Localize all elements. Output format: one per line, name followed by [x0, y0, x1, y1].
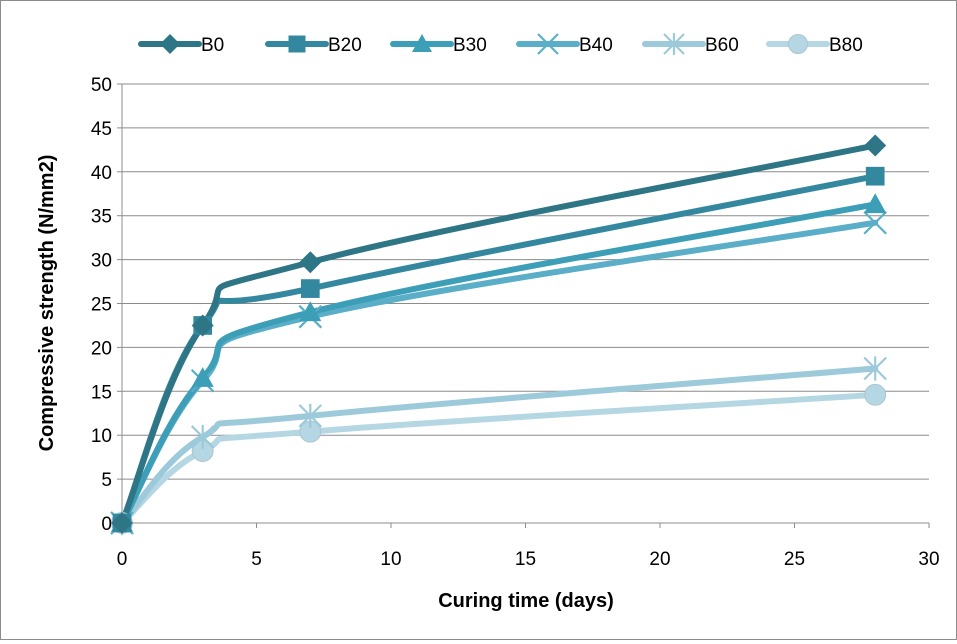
data-point-B30-3 — [191, 367, 214, 387]
x-tick-label-0: 0 — [117, 549, 128, 570]
legend-marker-B80 — [788, 34, 808, 54]
data-point-B40-28 — [863, 210, 887, 235]
legend-marker-B60 — [663, 33, 685, 55]
x-tick-label-10: 10 — [380, 549, 401, 570]
legend-marker-B20 — [288, 35, 306, 53]
data-point-B60-3 — [190, 424, 215, 450]
data-point-B60-28 — [863, 356, 887, 381]
x-tick-label-20: 20 — [649, 549, 670, 570]
series-line-B30 — [119, 201, 879, 526]
series-markers — [110, 134, 887, 536]
series-line-B60 — [119, 365, 879, 526]
y-axis-title: Compressive strength (N/mm2) — [36, 155, 58, 452]
legend-label-B0: B0 — [201, 35, 224, 56]
x-tick-labels: 0 5 10 15 20 25 30 — [117, 549, 940, 570]
series-line-B80 — [119, 391, 879, 526]
y-tick-label-0: 0 — [101, 514, 112, 535]
y-tick-label-45: 45 — [91, 119, 112, 140]
x-tick-label-30: 30 — [918, 549, 939, 570]
y-tick-label-30: 30 — [91, 251, 112, 272]
legend-label-B30: B30 — [453, 35, 487, 56]
legend-marker-B0 — [160, 34, 180, 54]
legend-label-B40: B40 — [579, 35, 613, 56]
series-line-B0 — [119, 142, 879, 526]
data-point-B0-7 — [299, 251, 322, 274]
y-tick-label-25: 25 — [91, 295, 112, 316]
legend-item-B60: B60 — [642, 33, 739, 56]
legend-label-B20: B20 — [328, 35, 362, 56]
series-line-B20 — [119, 173, 879, 526]
legend-marker-B40 — [537, 33, 559, 55]
x-tick-label-5: 5 — [251, 549, 262, 570]
y-tick-label-20: 20 — [91, 338, 112, 359]
data-point-B60-7 — [298, 403, 323, 428]
legend-item-B20: B20 — [265, 35, 362, 56]
data-point-B30-28 — [864, 193, 887, 214]
legend-item-B40: B40 — [516, 33, 613, 56]
x-axis-title: Curing time (days) — [438, 590, 614, 612]
x-tick-label-15: 15 — [515, 549, 536, 570]
legend-label-B80: B80 — [829, 35, 863, 56]
x-tick-label-25: 25 — [784, 549, 805, 570]
series-lines — [119, 142, 879, 526]
y-tick-label-15: 15 — [91, 382, 112, 403]
legend-item-B30: B30 — [390, 34, 487, 56]
axes — [121, 84, 930, 528]
data-point-B0-0 — [111, 512, 133, 534]
legend-label-B60: B60 — [705, 35, 739, 56]
legend-marker-B30 — [412, 34, 432, 52]
legend-item-B0: B0 — [138, 34, 224, 56]
data-point-B30-7 — [299, 301, 322, 322]
series-line-B40 — [119, 219, 879, 526]
y-tick-label-5: 5 — [101, 470, 112, 491]
y-tick-label-50: 50 — [91, 75, 112, 96]
y-tick-labels: 0 5 10 15 20 25 30 35 40 45 50 — [91, 75, 112, 535]
y-tick-label-10: 10 — [91, 426, 112, 447]
y-tick-label-40: 40 — [91, 163, 112, 184]
data-point-B0-28 — [864, 134, 887, 157]
data-point-B80-28 — [864, 383, 887, 406]
y-tick-label-35: 35 — [91, 207, 112, 228]
data-point-B20-28 — [865, 166, 885, 186]
legend-item-B80: B80 — [766, 34, 863, 56]
data-point-B0-3 — [191, 314, 214, 337]
legend: B0 B20 B30 B40 B60 B80 — [138, 33, 863, 56]
data-point-B20-7 — [300, 279, 320, 298]
